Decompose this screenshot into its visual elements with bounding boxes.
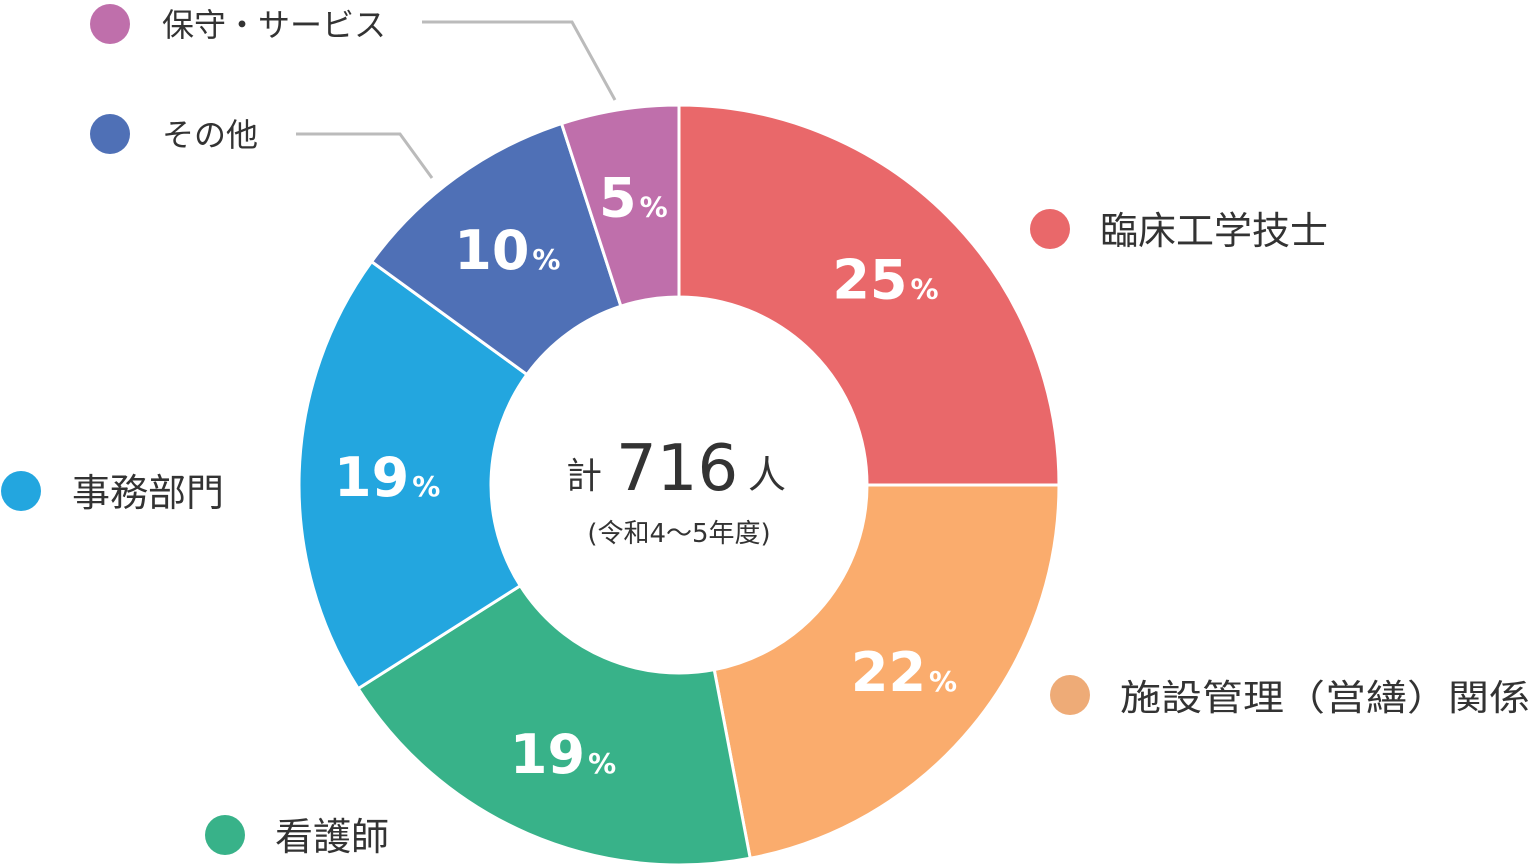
percent-label-maintenance: 5%: [599, 167, 668, 230]
percent-label-administration: 19%: [334, 446, 440, 509]
legend-label-clinical-engineer: 臨床工学技士: [1100, 209, 1328, 253]
center-unit: 人: [748, 453, 786, 497]
legend-item-clinical-engineer: 臨床工学技士: [1030, 209, 1328, 253]
slice-facility-management: [712, 483, 1061, 861]
legend-dot-nurse: [205, 815, 245, 855]
legend-item-other: その他: [90, 114, 258, 154]
percent-label-clinical-engineer: 25%: [832, 249, 938, 312]
legend-dot-maintenance: [90, 4, 130, 44]
center-value: 716: [616, 432, 738, 506]
legend-dot-facility-management: [1050, 675, 1090, 715]
legend-dot-other: [90, 114, 130, 154]
legend-item-maintenance: 保守・サービス: [90, 4, 386, 44]
percent-label-nurse: 19%: [510, 723, 616, 786]
legend-item-nurse: 看護師: [205, 815, 389, 859]
legend-label-facility-management: 施設管理（営繕）関係: [1120, 678, 1530, 719]
legend-item-administration: 事務部門: [1, 471, 224, 515]
legend: 臨床工学技士 施設管理（営繕）関係 看護師 事務部門 その他 保守・サービス: [1, 4, 1530, 859]
leader-line-other: [296, 132, 434, 179]
slice-clinical-engineer: [677, 103, 1061, 487]
center-total: 計 716 人 (令和4〜5年度): [566, 432, 786, 549]
legend-item-facility-management: 施設管理（営繕）関係: [1050, 675, 1530, 719]
slice-administration: [297, 259, 529, 691]
chart-percent-labels: 25 % 22 % 19 % 19 % 10 % 5%: [334, 167, 957, 786]
legend-dot-administration: [1, 471, 41, 511]
legend-label-maintenance: 保守・サービス: [162, 6, 386, 44]
legend-label-other: その他: [162, 116, 258, 154]
percent-label-facility-management: 22%: [851, 641, 957, 704]
leader-line-maintenance: [422, 20, 617, 101]
legend-dot-clinical-engineer: [1030, 209, 1070, 249]
legend-label-administration: 事務部門: [72, 471, 224, 515]
percent-label-other: 10%: [454, 219, 560, 282]
center-note: (令和4〜5年度): [587, 519, 770, 549]
slice-maintenance: [559, 103, 681, 309]
center-prefix: 計: [566, 456, 602, 497]
chart-slices: [297, 103, 1061, 866]
slice-nurse: [356, 583, 752, 866]
legend-label-nurse: 看護師: [275, 815, 389, 859]
